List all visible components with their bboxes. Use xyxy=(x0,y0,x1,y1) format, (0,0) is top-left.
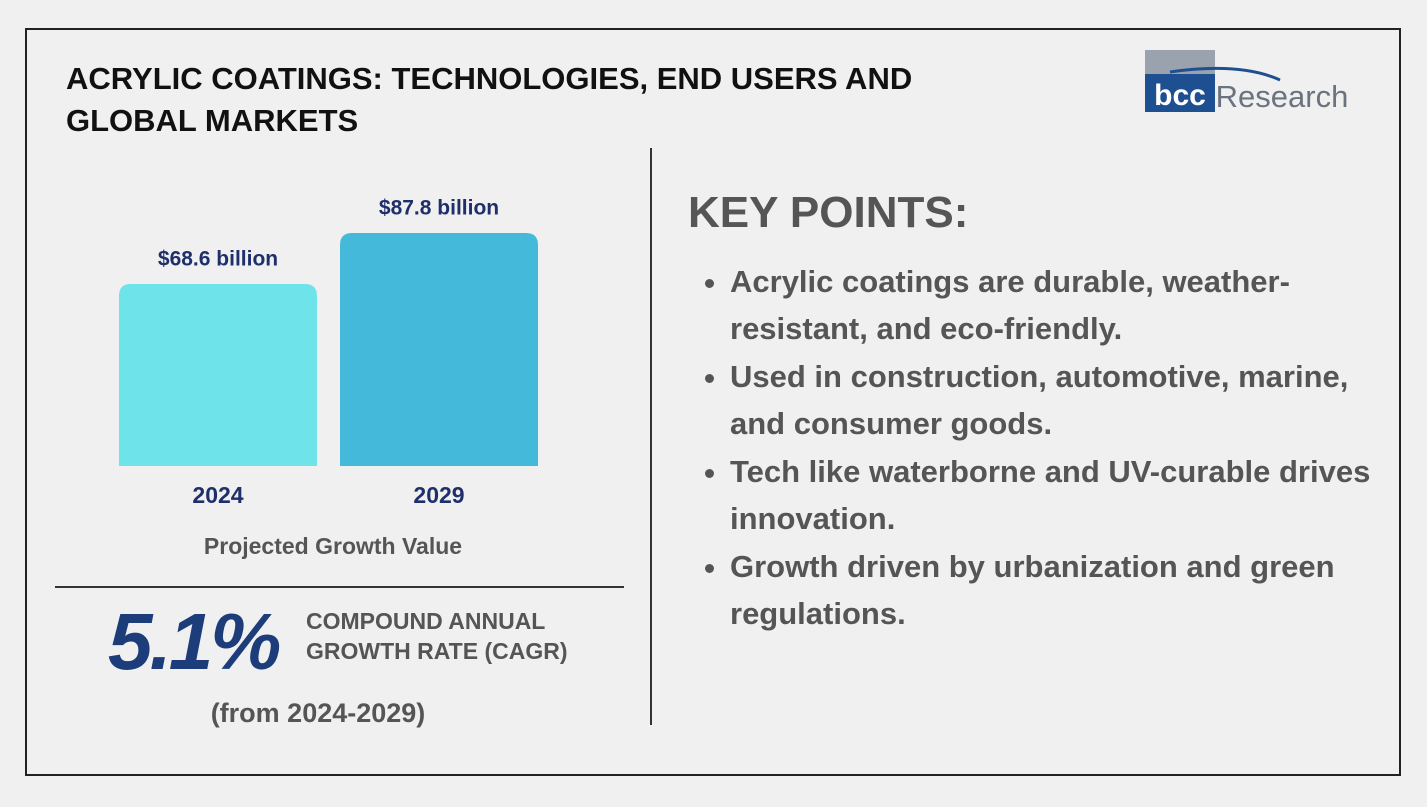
logo-block xyxy=(1145,74,1215,112)
key-point: Acrylic coatings are durable, weather-re… xyxy=(730,258,1390,352)
cagr-label: COMPOUND ANNUAL GROWTH RATE (CAGR) xyxy=(306,608,568,664)
key-point: Growth driven by urbanization and green … xyxy=(730,543,1390,637)
bar xyxy=(340,233,538,466)
frame xyxy=(25,28,1401,776)
logo-swoosh xyxy=(1169,66,1281,82)
key-points: Acrylic coatings are durable, weather-re… xyxy=(700,258,1390,638)
value-label: $68.6 billion xyxy=(158,247,278,270)
key-point: Tech like waterborne and UV-curable driv… xyxy=(730,448,1390,542)
x-tick-label: 2024 xyxy=(192,482,243,508)
value-label: $87.8 billion xyxy=(379,197,499,220)
x-axis-label: Projected Growth Value xyxy=(204,533,462,559)
cagr-period: (from 2024-2029) xyxy=(210,698,426,728)
bar xyxy=(119,283,317,466)
key-points-title: KEY POINTS: xyxy=(688,188,969,237)
logo-mark: bcc xyxy=(1154,79,1206,112)
cagr-value: 5.1% xyxy=(108,597,281,686)
title: ACRYLIC COATINGS: TECHNOLOGIES, END USER… xyxy=(66,61,913,138)
key-point: Used in construction, automotive, marine… xyxy=(730,353,1390,447)
logo: bcc Research xyxy=(1145,50,1348,114)
logo-text: Research xyxy=(1216,79,1349,114)
x-tick-label: 2029 xyxy=(413,482,464,508)
